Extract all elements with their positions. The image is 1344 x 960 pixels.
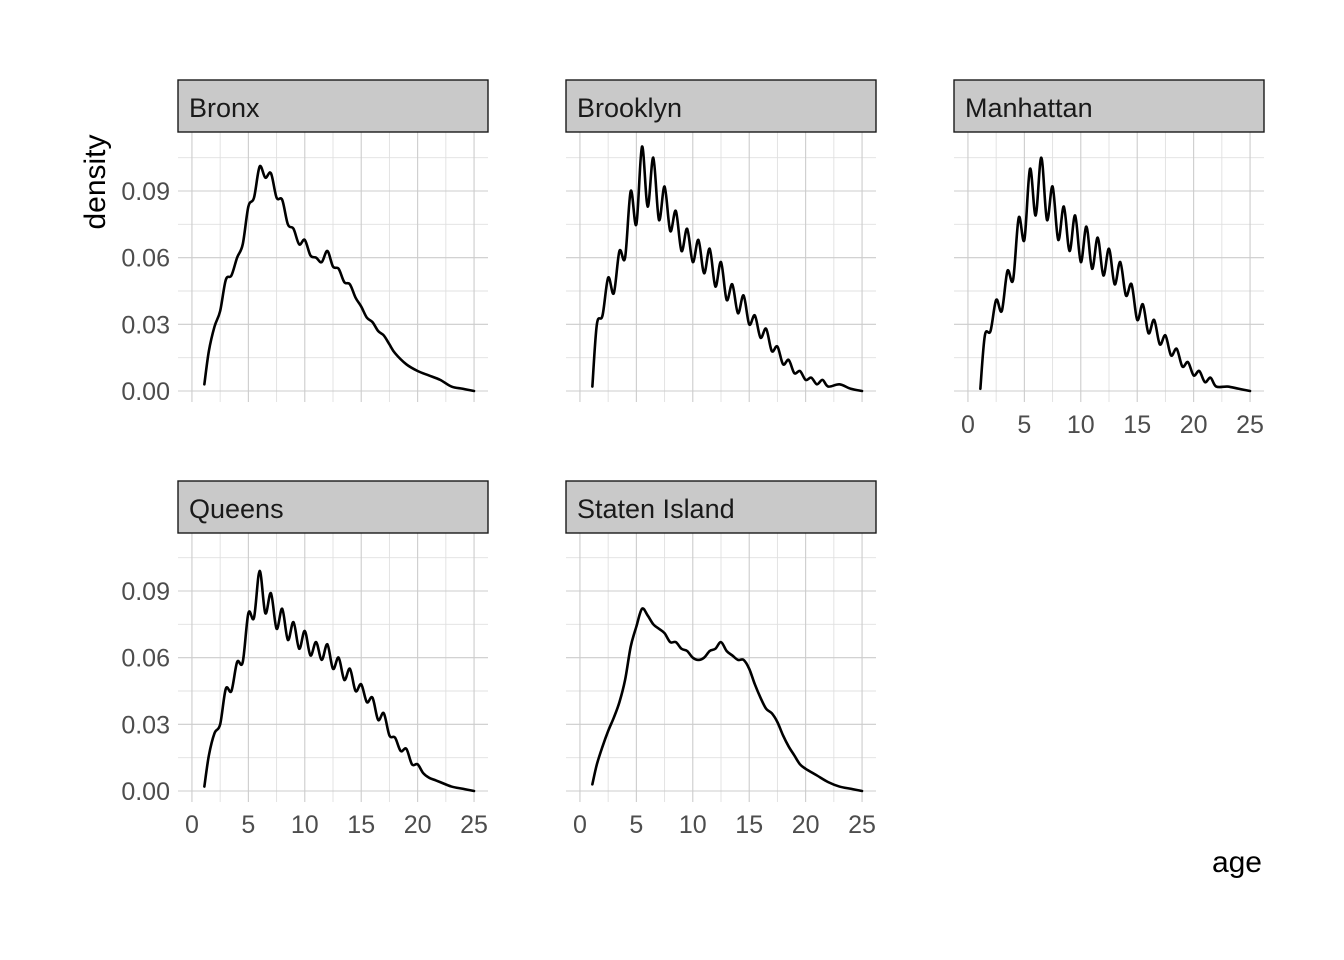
y-tick-label: 0.09 — [121, 578, 170, 606]
x-tick-label: 0 — [961, 411, 975, 439]
x-tick-label: 5 — [629, 811, 643, 839]
density-line-staten-island — [591, 607, 864, 793]
facet-strip-label-bronx: Bronx — [189, 93, 260, 123]
x-tick-label: 25 — [848, 811, 876, 839]
facet-strip-label-brooklyn: Brooklyn — [577, 93, 682, 123]
x-tick-label: 15 — [347, 811, 375, 839]
x-tick-label: 20 — [1180, 411, 1208, 439]
facet-strip-label-manhattan: Manhattan — [965, 93, 1093, 123]
y-tick-label: 0.06 — [121, 645, 170, 673]
x-tick-label: 10 — [1067, 411, 1095, 439]
density-line-queens — [203, 569, 476, 793]
x-tick-label: 0 — [185, 811, 199, 839]
density-line-brooklyn — [591, 145, 864, 393]
x-tick-label: 20 — [404, 811, 432, 839]
x-tick-label: 5 — [1017, 411, 1031, 439]
x-tick-label: 5 — [241, 811, 255, 839]
facet-panel-manhattan: Manhattan 0 5 10 15 20 25 — [953, 79, 1265, 439]
y-tick-label: 0.00 — [121, 378, 170, 406]
facet-strip-manhattan — [953, 79, 1265, 133]
facet-panel-staten-island: Staten Island 0 5 10 15 20 25 — [565, 480, 877, 839]
x-tick-label: 15 — [735, 811, 763, 839]
x-axis-title: age — [1212, 846, 1262, 879]
facet-panels: Bronx 0.00 0.03 0.06 0.09 Brooklyn Manhattan 0 5… — [121, 79, 1265, 839]
x-tick-label: 0 — [573, 811, 587, 839]
y-tick-label: 0.00 — [121, 778, 170, 806]
x-tick-label: 10 — [291, 811, 319, 839]
y-tick-label: 0.09 — [121, 178, 170, 206]
x-tick-label: 15 — [1123, 411, 1151, 439]
facet-strip-brooklyn — [565, 79, 877, 133]
facet-panel-queens: Queens 0.00 0.03 0.06 0.09 0 5 10 15 20 25 — [121, 480, 489, 839]
y-tick-label: 0.03 — [121, 711, 170, 739]
density-line-manhattan — [979, 156, 1252, 393]
facet-strip-queens — [177, 480, 489, 534]
facet-strip-bronx — [177, 79, 489, 133]
facet-strip-staten-island — [565, 480, 877, 534]
y-axis-title: density — [79, 134, 112, 229]
y-tick-label: 0.06 — [121, 245, 170, 273]
x-tick-label: 25 — [1236, 411, 1264, 439]
facet-strip-label-staten-island: Staten Island — [577, 494, 735, 524]
facet-panel-brooklyn: Brooklyn — [565, 79, 877, 402]
x-tick-label: 10 — [679, 811, 707, 839]
facet-panel-bronx: Bronx 0.00 0.03 0.06 0.09 — [121, 79, 489, 406]
facet-strip-label-queens: Queens — [189, 494, 284, 524]
x-tick-label: 25 — [460, 811, 488, 839]
y-tick-label: 0.03 — [121, 311, 170, 339]
x-tick-label: 20 — [792, 811, 820, 839]
density-line-bronx — [203, 164, 476, 393]
